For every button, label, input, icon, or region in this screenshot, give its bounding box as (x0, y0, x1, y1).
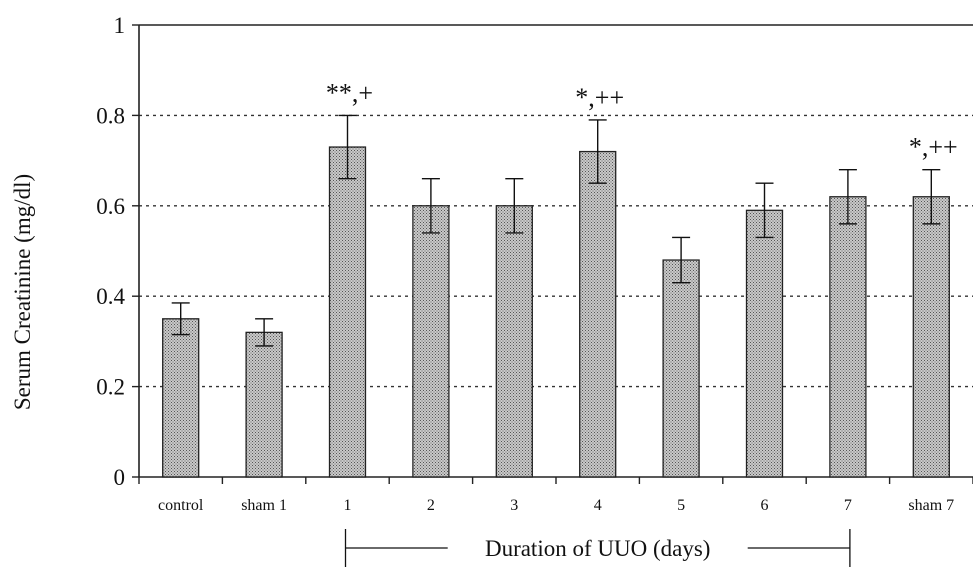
significance-annotation: *,++ (909, 133, 958, 162)
y-tick-label: 0.4 (96, 284, 125, 309)
category-label: 1 (344, 497, 352, 514)
error-bars (171, 114, 941, 347)
bar-1 (328, 146, 367, 478)
category-label: sham 7 (908, 497, 954, 514)
bar-3 (495, 205, 533, 478)
bar-6 (745, 209, 784, 478)
y-axis-title: Serum Creatinine (mg/dl) (10, 174, 35, 410)
category-label: control (158, 497, 204, 514)
bar-control (162, 318, 200, 478)
y-tick-label: 0.6 (96, 194, 125, 219)
bars (162, 146, 950, 478)
category-label: 3 (510, 497, 518, 514)
bar-7 (829, 196, 867, 478)
bar-sham-7 (912, 196, 950, 478)
bar-2 (412, 205, 450, 478)
bar-5 (662, 259, 700, 478)
y-tick-label: 0 (114, 465, 126, 490)
duration-bracket: Duration of UUO (days) (344, 529, 851, 567)
y-tick-label: 0.2 (96, 375, 125, 400)
x-axis-title: Duration of UUO (days) (485, 536, 710, 561)
category-label: 7 (844, 497, 852, 514)
significance-annotation: **,+ (326, 78, 373, 107)
category-label: sham 1 (241, 497, 287, 514)
category-label: 6 (761, 497, 769, 514)
category-label: 5 (677, 497, 685, 514)
labels: control sham 1 1 2 3 4 5 6 7 sham 7 **,+ *,++ *,++ (158, 78, 958, 514)
y-tick-label: 1 (114, 13, 126, 38)
category-label: 2 (427, 497, 435, 514)
y-tick-label: 0.8 (96, 103, 125, 128)
bar-sham-1 (245, 331, 283, 478)
significance-annotation: *,++ (575, 83, 624, 112)
bar-4 (579, 150, 617, 478)
category-label: 4 (594, 497, 602, 514)
